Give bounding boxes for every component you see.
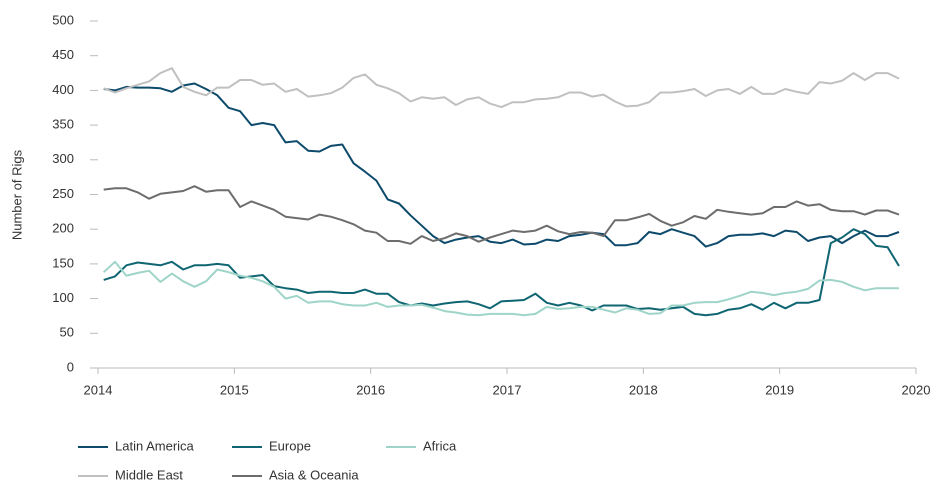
y-tick-label: 250 bbox=[52, 186, 74, 201]
y-tick-label: 0 bbox=[67, 359, 74, 374]
x-tick-label: 2016 bbox=[356, 382, 385, 397]
y-tick-label: 400 bbox=[52, 82, 74, 97]
y-tick-label: 150 bbox=[52, 255, 74, 270]
x-tick-label: 2017 bbox=[493, 382, 522, 397]
legend-label: Latin America bbox=[115, 438, 195, 453]
series-line bbox=[103, 82, 900, 248]
x-tick-label: 2020 bbox=[902, 382, 931, 397]
x-tick-label: 2015 bbox=[220, 382, 249, 397]
y-tick-label: 350 bbox=[52, 117, 74, 132]
legend-label: Europe bbox=[269, 438, 311, 453]
y-tick-label: 100 bbox=[52, 290, 74, 305]
legend-label: Africa bbox=[423, 438, 457, 453]
y-tick-label: 200 bbox=[52, 221, 74, 236]
x-tick-label: 2019 bbox=[765, 382, 794, 397]
legend-label: Asia & Oceania bbox=[269, 467, 359, 482]
series-line bbox=[103, 260, 899, 317]
y-tick-label: 50 bbox=[60, 325, 74, 340]
legend-label: Middle East bbox=[115, 467, 183, 482]
y-tick-label: 300 bbox=[52, 151, 74, 166]
series-line bbox=[103, 67, 900, 109]
series-line bbox=[103, 185, 900, 245]
y-axis-label: Number of Rigs bbox=[9, 149, 24, 240]
x-tick-label: 2018 bbox=[629, 382, 658, 397]
y-tick-label: 450 bbox=[52, 47, 74, 62]
y-tick-label: 500 bbox=[52, 12, 74, 27]
x-tick-label: 2014 bbox=[84, 382, 113, 397]
